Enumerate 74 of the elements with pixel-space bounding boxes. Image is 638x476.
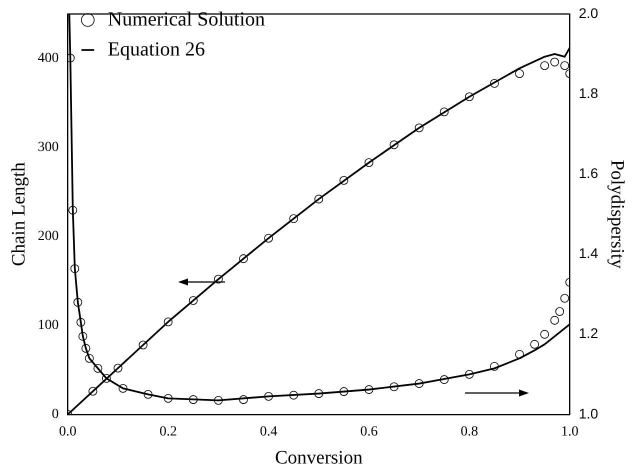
- point: [560, 294, 570, 303]
- point: [239, 254, 248, 264]
- point: [289, 390, 298, 400]
- point: [414, 123, 424, 132]
- point: [88, 386, 98, 396]
- point: [540, 330, 550, 339]
- point: [339, 176, 348, 185]
- y2-tick-label: 1.4: [578, 245, 598, 262]
- point: [73, 298, 82, 307]
- y2-tick-label: 1.2: [578, 325, 598, 342]
- point: [68, 206, 78, 215]
- point: [440, 375, 449, 384]
- point: [78, 332, 88, 341]
- point: [550, 58, 560, 66]
- point: [138, 340, 148, 350]
- point: [214, 274, 223, 284]
- x-tick-label: 0.2: [159, 424, 177, 440]
- point: [188, 395, 198, 404]
- point: [264, 234, 273, 243]
- point: [440, 107, 449, 116]
- point: [490, 79, 499, 88]
- legend-label: Equation 26: [108, 38, 206, 60]
- point: [515, 69, 524, 78]
- point: [464, 370, 474, 379]
- legend-label: Numerical Solution: [108, 8, 266, 30]
- x-tick-label: 0.6: [360, 424, 378, 440]
- point: [364, 158, 374, 167]
- point: [144, 390, 153, 399]
- point: [102, 374, 111, 383]
- point: [390, 382, 398, 392]
- y-tick-label: 300: [38, 140, 59, 156]
- point: [164, 394, 173, 403]
- point: [164, 317, 173, 326]
- y-tick-label: 400: [38, 51, 59, 66]
- point: [188, 296, 198, 305]
- y-axis-title: Chain Length: [8, 162, 30, 266]
- point: [339, 387, 348, 396]
- point: [490, 362, 499, 371]
- point: [560, 61, 570, 70]
- point: [515, 350, 524, 359]
- y-tick-label: 0: [52, 407, 59, 422]
- x-tick-label: 0.4: [260, 424, 278, 440]
- x-tick-label: 1.0: [560, 424, 578, 440]
- point: [70, 264, 80, 274]
- point: [214, 396, 223, 405]
- point: [118, 384, 128, 393]
- point: [314, 389, 324, 398]
- x-tick-label: 0.8: [460, 424, 478, 440]
- point: [289, 214, 298, 224]
- y2-axis-title: Polydispersity: [606, 160, 628, 270]
- point: [390, 140, 398, 150]
- point: [555, 307, 564, 316]
- point: [314, 194, 324, 204]
- x-tick-label: 0.0: [59, 424, 77, 440]
- point: [414, 379, 424, 388]
- x-axis-title: Conversion: [274, 448, 364, 469]
- point: [94, 364, 102, 373]
- point: [76, 318, 86, 327]
- point: [114, 364, 122, 373]
- point: [530, 340, 539, 349]
- point: [364, 385, 374, 394]
- y2-tick-label: 2.0: [578, 4, 598, 21]
- point: [239, 395, 248, 404]
- point: [84, 354, 94, 363]
- point: [540, 61, 550, 70]
- y2-tick-label: 1.8: [578, 84, 598, 101]
- point: [550, 316, 560, 325]
- point: [81, 344, 90, 353]
- y-tick-label: 200: [38, 229, 59, 244]
- y-tick-label: 100: [38, 318, 59, 334]
- y2-tick-label: 1.6: [578, 165, 598, 182]
- y2-tick-label: 1.0: [578, 405, 598, 422]
- point: [464, 92, 474, 102]
- point: [264, 392, 273, 401]
